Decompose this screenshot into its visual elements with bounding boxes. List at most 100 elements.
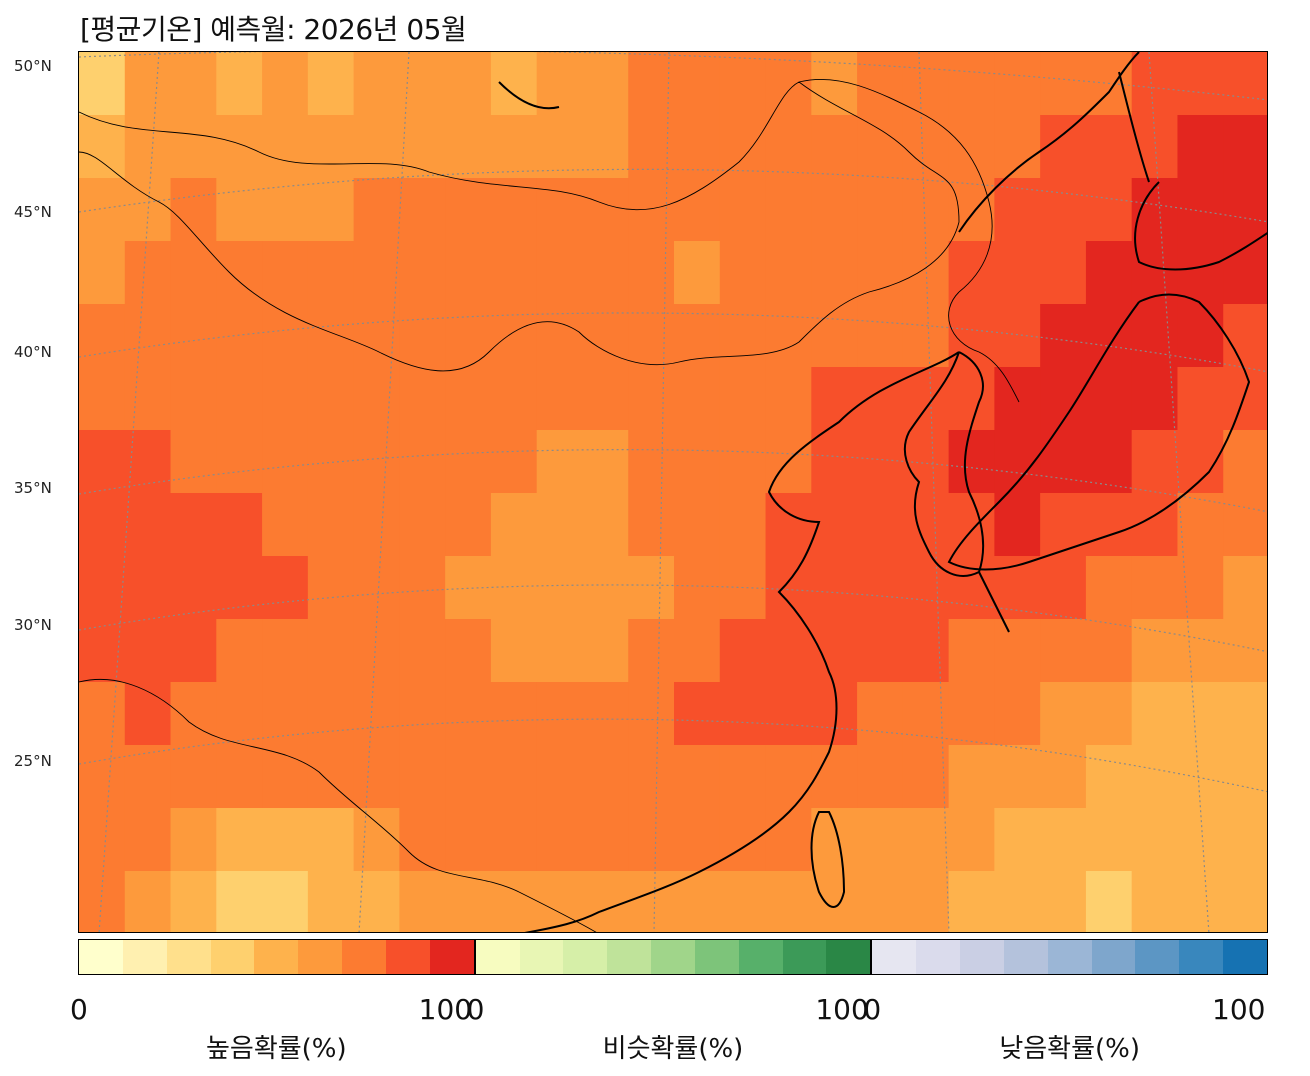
probability-cell — [170, 556, 217, 620]
probability-cell — [79, 682, 126, 746]
colorbar-3 — [871, 939, 1268, 975]
colorbar-swatch — [342, 940, 386, 974]
probability-cell — [1223, 808, 1267, 872]
probability-cell — [719, 871, 767, 932]
probability-cell — [79, 178, 126, 242]
probability-cell — [857, 241, 904, 305]
probability-cell — [1223, 556, 1267, 620]
probability-cell — [262, 241, 309, 305]
probability-cell — [445, 304, 492, 368]
probability-cell — [948, 115, 995, 179]
probability-cell — [582, 52, 629, 116]
latitude-label-50n: 50°N — [14, 57, 52, 75]
map-canvas — [79, 52, 1267, 932]
probability-cell — [536, 367, 584, 431]
probability-cell — [1177, 304, 1224, 368]
probability-cell — [582, 367, 629, 431]
probability-cell — [765, 178, 812, 242]
probability-cell — [79, 493, 126, 557]
probability-cell — [674, 556, 721, 620]
probability-cell — [765, 682, 812, 746]
probability-cell — [857, 556, 904, 620]
probability-cell — [1040, 241, 1087, 305]
probability-cell — [536, 115, 584, 179]
latitude-label-40n: 40°N — [14, 343, 52, 361]
probability-cell — [79, 430, 126, 494]
probability-cell — [1177, 745, 1224, 809]
probability-cell — [445, 430, 492, 494]
probability-cell — [994, 493, 1041, 557]
colorbar-swatch — [694, 940, 739, 974]
probability-cell — [124, 52, 172, 116]
probability-cell — [902, 556, 950, 620]
probability-cell — [124, 619, 172, 683]
probability-cell — [582, 556, 629, 620]
probability-cell — [307, 430, 355, 494]
probability-cell — [170, 367, 217, 431]
probability-cell — [170, 682, 217, 746]
probability-cell — [582, 304, 629, 368]
probability-cell — [262, 304, 309, 368]
probability-cell — [536, 493, 584, 557]
coast-lake-baikal — [498, 81, 560, 110]
probability-cell — [994, 682, 1041, 746]
colorbar-min-tick: 0 — [466, 993, 485, 1026]
probability-cell — [582, 871, 629, 932]
colorbar-swatch — [210, 940, 255, 974]
probability-cell — [216, 556, 263, 620]
probability-cell — [857, 808, 904, 872]
probability-cell — [628, 619, 675, 683]
probability-cell — [1223, 871, 1267, 932]
probability-cell — [994, 808, 1041, 872]
probability-cell — [536, 682, 584, 746]
probability-cell — [353, 241, 400, 305]
probability-cell — [307, 871, 355, 932]
probability-cell — [170, 304, 217, 368]
probability-cell — [948, 682, 995, 746]
probability-cell — [1177, 367, 1224, 431]
probability-cell — [307, 493, 355, 557]
probability-cell — [1131, 430, 1179, 494]
probability-cell — [994, 619, 1041, 683]
colorbar-swatch — [385, 940, 430, 974]
probability-cell — [857, 682, 904, 746]
probability-cell — [674, 871, 721, 932]
probability-cell — [536, 556, 584, 620]
probability-cell — [811, 556, 858, 620]
probability-cell — [124, 808, 172, 872]
probability-cell — [1223, 682, 1267, 746]
probability-cell — [536, 619, 584, 683]
probability-cell — [399, 682, 446, 746]
probability-cell — [170, 430, 217, 494]
probability-cell — [765, 745, 812, 809]
probability-cell — [1177, 808, 1224, 872]
probability-cell — [79, 304, 126, 368]
probability-cell — [674, 52, 721, 116]
probability-cell — [765, 367, 812, 431]
colorbar-swatch — [1091, 940, 1136, 974]
probability-cell — [307, 178, 355, 242]
probability-cell — [948, 493, 995, 557]
probability-cell — [1177, 556, 1224, 620]
probability-cell — [582, 619, 629, 683]
probability-cell — [1131, 367, 1179, 431]
probability-cell — [399, 52, 446, 116]
probability-cell — [1040, 430, 1087, 494]
probability-cell — [1085, 682, 1133, 746]
probability-cell — [1223, 304, 1267, 368]
probability-cell — [948, 241, 995, 305]
probability-cell — [719, 430, 767, 494]
probability-cell — [1085, 493, 1133, 557]
probability-cell — [1223, 241, 1267, 305]
border-china-russia-east — [798, 78, 993, 293]
probability-cell — [948, 745, 995, 809]
coast-china-east — [524, 351, 960, 932]
probability-cell — [719, 241, 767, 305]
probability-cell — [490, 619, 538, 683]
probability-cell — [490, 493, 538, 557]
probability-cell — [170, 619, 217, 683]
probability-map — [78, 51, 1268, 933]
probability-cell — [902, 178, 950, 242]
probability-cell — [582, 115, 629, 179]
probability-cell — [445, 682, 492, 746]
